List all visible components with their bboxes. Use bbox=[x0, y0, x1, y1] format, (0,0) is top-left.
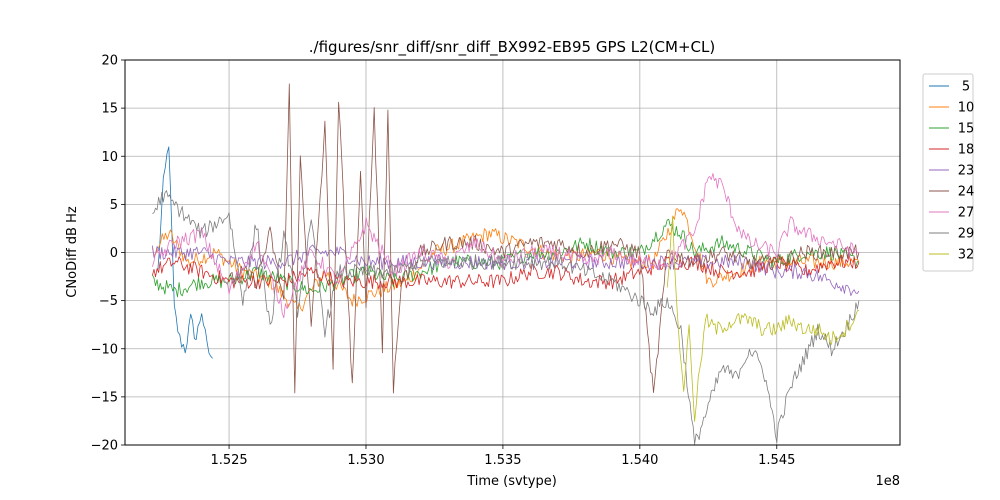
legend-label-10: 10 bbox=[958, 101, 975, 116]
y-tick-label: 0 bbox=[110, 246, 118, 261]
series-line-24 bbox=[228, 83, 860, 394]
legend-label-15: 15 bbox=[958, 122, 975, 137]
series-line-18 bbox=[152, 254, 860, 290]
x-tick-label: 1.530 bbox=[347, 453, 384, 468]
series-line-32 bbox=[666, 215, 860, 422]
series-line-23 bbox=[152, 244, 860, 297]
y-tick-label: −15 bbox=[91, 390, 118, 405]
y-tick-label: 10 bbox=[101, 150, 118, 165]
x-tick-label: 1.545 bbox=[758, 453, 795, 468]
legend-label-23: 23 bbox=[958, 164, 975, 179]
series-line-29 bbox=[152, 190, 860, 445]
x-axis-label: Time (svtype) bbox=[466, 474, 557, 489]
legend-box bbox=[922, 73, 974, 272]
x-tick-label: 1.535 bbox=[484, 453, 521, 468]
series-line-5 bbox=[157, 146, 213, 359]
legend-label-24: 24 bbox=[958, 185, 975, 200]
legend-label-18: 18 bbox=[958, 143, 975, 158]
legend-label-27: 27 bbox=[958, 206, 975, 221]
x-tick-label: 1.540 bbox=[621, 453, 658, 468]
chart-title: ./figures/snr_diff/snr_diff_BX992-EB95 G… bbox=[309, 38, 715, 57]
x-axis: 1.525 1.530 1.535 1.540 1.545 bbox=[210, 445, 795, 468]
x-tick-label: 1.525 bbox=[210, 453, 247, 468]
y-axis: −20 −15 −10 −5 0 5 10 15 20 bbox=[91, 54, 125, 454]
y-tick-label: 20 bbox=[101, 54, 118, 69]
series-layer bbox=[152, 83, 860, 445]
legend: 5 10 15 18 23 24 27 29 32 bbox=[922, 73, 975, 272]
y-tick-label: 5 bbox=[110, 198, 118, 213]
legend-label-32: 32 bbox=[958, 248, 975, 263]
x-offset-label: 1e8 bbox=[875, 474, 900, 489]
y-tick-label: −20 bbox=[91, 439, 118, 454]
legend-label-29: 29 bbox=[958, 227, 975, 242]
y-tick-label: −5 bbox=[99, 294, 118, 309]
series-group bbox=[152, 83, 860, 445]
y-tick-label: 15 bbox=[101, 102, 118, 117]
y-axis-label: CNoDiff dB Hz bbox=[65, 206, 80, 298]
y-tick-label: −10 bbox=[91, 342, 118, 357]
series-line-27 bbox=[152, 173, 859, 319]
legend-label-5: 5 bbox=[962, 80, 970, 95]
